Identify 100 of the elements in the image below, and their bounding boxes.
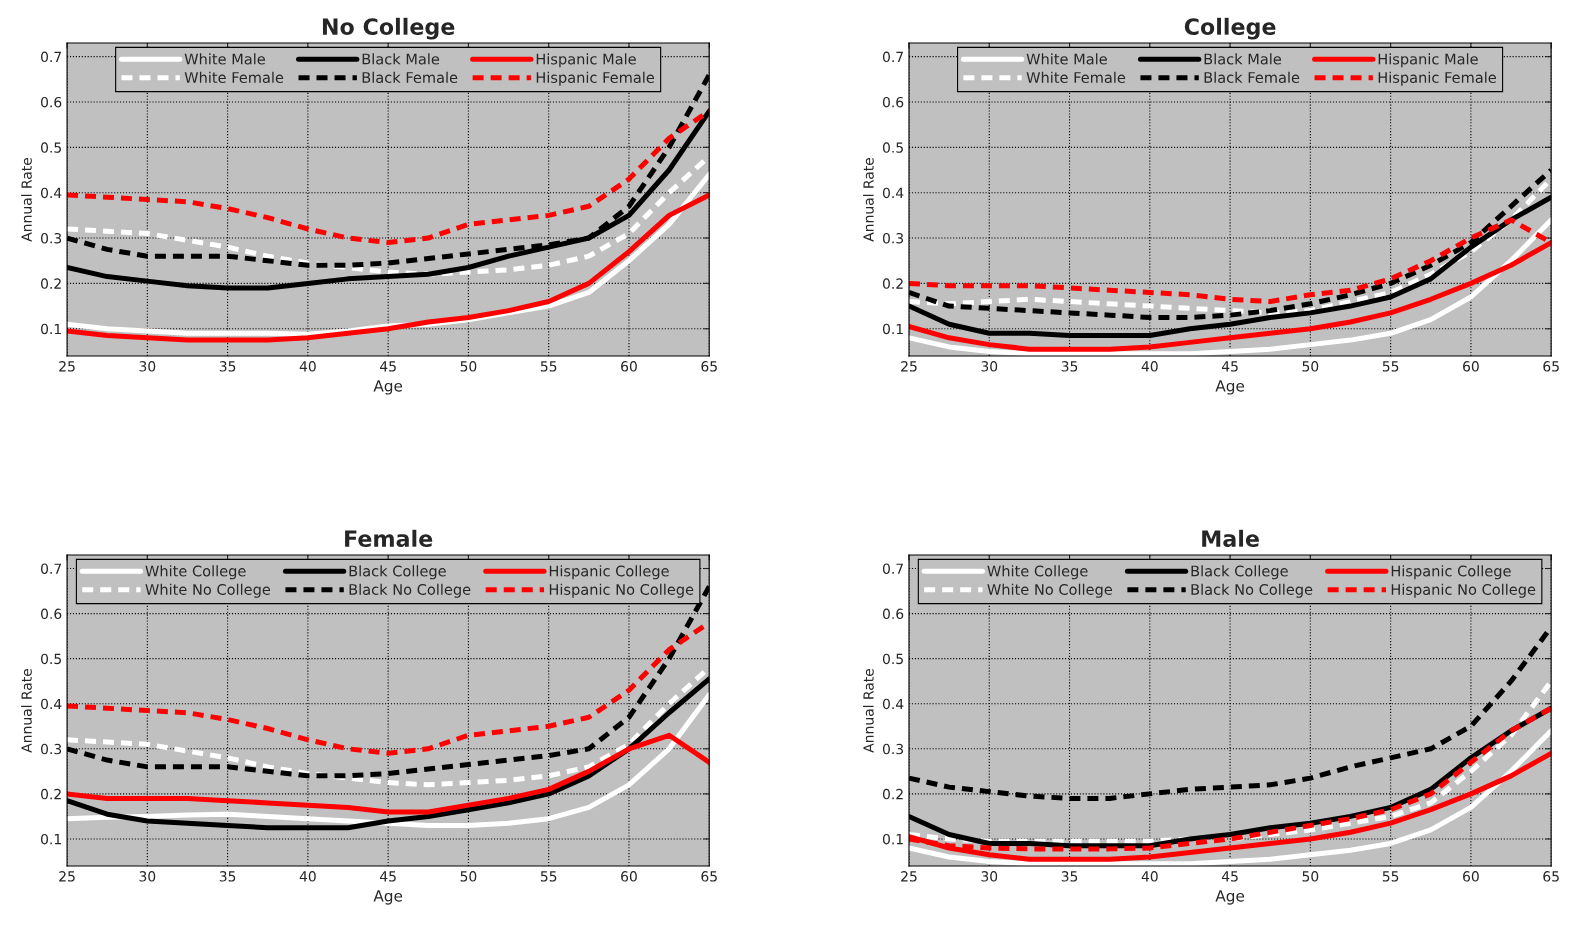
legend-label: Hispanic Male (1378, 53, 1478, 68)
x-tick-label: 55 (1382, 871, 1399, 882)
legend-label: Hispanic College (1391, 565, 1511, 580)
y-tick-label: 0.6 (882, 608, 904, 620)
x-tick-label: 25 (59, 871, 75, 882)
x-tick-label: 65 (1543, 871, 1559, 882)
x-tick-label: 35 (1061, 361, 1078, 372)
x-tick-label: 65 (1543, 361, 1559, 372)
y-tick-label: 0.2 (882, 788, 903, 800)
y-tick-label: 0.7 (882, 51, 903, 63)
x-tick-label: 40 (1141, 361, 1158, 372)
legend-label: Hispanic No College (1391, 583, 1536, 598)
y-tick-label: 0.1 (882, 323, 903, 335)
y-tick-label: 0.7 (882, 563, 903, 574)
x-tick-label: 65 (701, 871, 717, 882)
legend-label: Black College (349, 565, 446, 580)
legend-label: White No College (145, 583, 271, 598)
x-tick-label: 40 (299, 871, 316, 882)
y-tick-label: 0.4 (41, 698, 62, 710)
legend-label: Hispanic Female (536, 71, 655, 86)
legend-label: Black Female (1204, 71, 1300, 83)
legend-label: Black Female (362, 71, 458, 83)
y-tick-label: 0.6 (882, 96, 904, 108)
y-axis-title: Annual Rate (863, 157, 874, 242)
x-tick-label: 30 (139, 871, 156, 882)
y-axis-title: Annual Rate (21, 157, 32, 242)
x-axis-title: Age (373, 890, 403, 905)
y-tick-label: 0.2 (41, 788, 61, 800)
y-tick-label: 0.2 (882, 278, 903, 289)
x-tick-label: 60 (1463, 871, 1479, 882)
chart-title: Female (345, 529, 433, 547)
x-tick-label: 25 (901, 361, 917, 372)
x-tick-label: 45 (1221, 361, 1238, 372)
legend-label: Black Male (1204, 53, 1282, 65)
legend-label: Hispanic Female (1378, 71, 1496, 86)
y-tick-label: 0.4 (41, 187, 62, 199)
y-tick-label: 0.5 (882, 142, 903, 153)
y-tick-label: 0.5 (41, 653, 61, 665)
x-axis-title: Age (1215, 890, 1245, 905)
legend-label: White College (987, 565, 1088, 580)
x-tick-label: 25 (901, 871, 917, 882)
legend-label: Hispanic College (549, 565, 669, 580)
x-tick-label: 50 (1302, 361, 1319, 372)
y-tick-label: 0.1 (41, 833, 61, 845)
x-axis-title: Age (373, 380, 403, 395)
y-tick-label: 0.3 (882, 743, 904, 755)
x-tick-label: 50 (460, 361, 477, 372)
legend-label: White Male (1026, 53, 1107, 65)
x-tick-label: 50 (460, 871, 477, 882)
chart-title: No College (322, 17, 455, 40)
chart-title: Male (1202, 529, 1259, 547)
x-tick-label: 45 (379, 361, 396, 372)
x-tick-label: 35 (219, 361, 236, 372)
x-tick-label: 65 (701, 361, 717, 372)
y-tick-label: 0.7 (41, 563, 61, 574)
x-tick-label: 60 (621, 361, 637, 372)
x-tick-label: 30 (981, 871, 998, 882)
x-tick-label: 60 (1463, 361, 1479, 372)
y-tick-label: 0.3 (41, 233, 62, 244)
x-tick-label: 30 (981, 361, 998, 372)
y-axis-title: Annual Rate (863, 668, 874, 753)
y-tick-label: 0.1 (41, 323, 61, 335)
x-axis-title: Age (1215, 380, 1245, 395)
x-tick-label: 40 (299, 361, 316, 372)
y-tick-label: 0.4 (882, 187, 904, 199)
legend-label: Hispanic No College (549, 583, 694, 598)
x-tick-label: 30 (139, 361, 156, 372)
x-tick-label: 40 (1141, 871, 1158, 882)
y-tick-label: 0.4 (882, 698, 904, 710)
x-tick-label: 50 (1302, 871, 1319, 882)
x-tick-label: 25 (59, 361, 75, 372)
y-tick-label: 0.2 (41, 278, 61, 289)
y-tick-label: 0.6 (41, 96, 62, 108)
legend-label: Hispanic Male (536, 53, 636, 68)
x-tick-label: 35 (1061, 871, 1078, 882)
legend-label: White No College (987, 583, 1113, 598)
y-tick-label: 0.1 (882, 833, 903, 845)
legend-label: White Female (184, 71, 284, 83)
x-tick-label: 60 (621, 871, 637, 882)
x-tick-label: 55 (1382, 361, 1399, 372)
y-tick-label: 0.3 (41, 743, 62, 755)
x-tick-label: 55 (540, 361, 557, 372)
legend-label: White Male (184, 53, 265, 65)
y-tick-label: 0.7 (41, 51, 61, 63)
x-tick-label: 45 (1221, 871, 1238, 882)
y-tick-label: 0.5 (882, 653, 903, 665)
chart-title: College (1184, 17, 1276, 40)
x-tick-label: 55 (540, 871, 557, 882)
legend-label: White Female (1026, 71, 1126, 83)
y-tick-label: 0.5 (41, 142, 61, 153)
legend-label: Black No College (349, 583, 471, 598)
x-tick-label: 45 (379, 871, 396, 882)
legend-label: Black No College (1191, 583, 1313, 598)
legend-label: Black College (1191, 565, 1288, 580)
x-tick-label: 35 (219, 871, 236, 882)
y-tick-label: 0.6 (41, 608, 62, 620)
y-tick-label: 0.3 (882, 233, 904, 244)
legend-label: White College (145, 565, 246, 580)
legend-label: Black Male (362, 53, 440, 65)
y-axis-title: Annual Rate (21, 668, 32, 753)
